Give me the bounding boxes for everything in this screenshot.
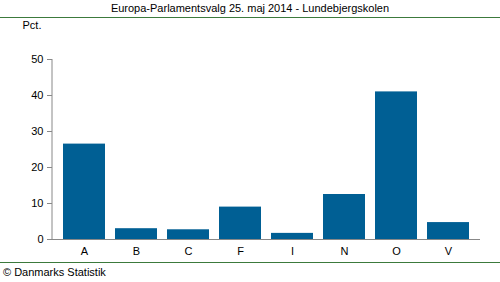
svg-text:O: O (392, 245, 401, 257)
svg-text:F: F (237, 245, 244, 257)
svg-text:Pct.: Pct. (23, 19, 42, 31)
svg-text:50: 50 (31, 53, 43, 65)
html-text:© Danmarks Statistik: © Danmarks Statistik (3, 266, 106, 278)
svg-text:V: V (445, 245, 453, 257)
svg-text:I: I (291, 245, 294, 257)
svg-text:20: 20 (31, 161, 43, 173)
svg-text:0: 0 (37, 233, 43, 245)
svg-text:30: 30 (31, 125, 43, 137)
svg-text:B: B (133, 245, 140, 257)
svg-text:A: A (81, 245, 89, 257)
html-text:Europa-Parlamentsvalg 25. maj: Europa-Parlamentsvalg 25. maj 2014 - Lun… (110, 2, 390, 14)
svg-text:40: 40 (31, 89, 43, 101)
svg-text:10: 10 (31, 197, 43, 209)
svg-text:N: N (341, 245, 349, 257)
svg-text:C: C (185, 245, 193, 257)
